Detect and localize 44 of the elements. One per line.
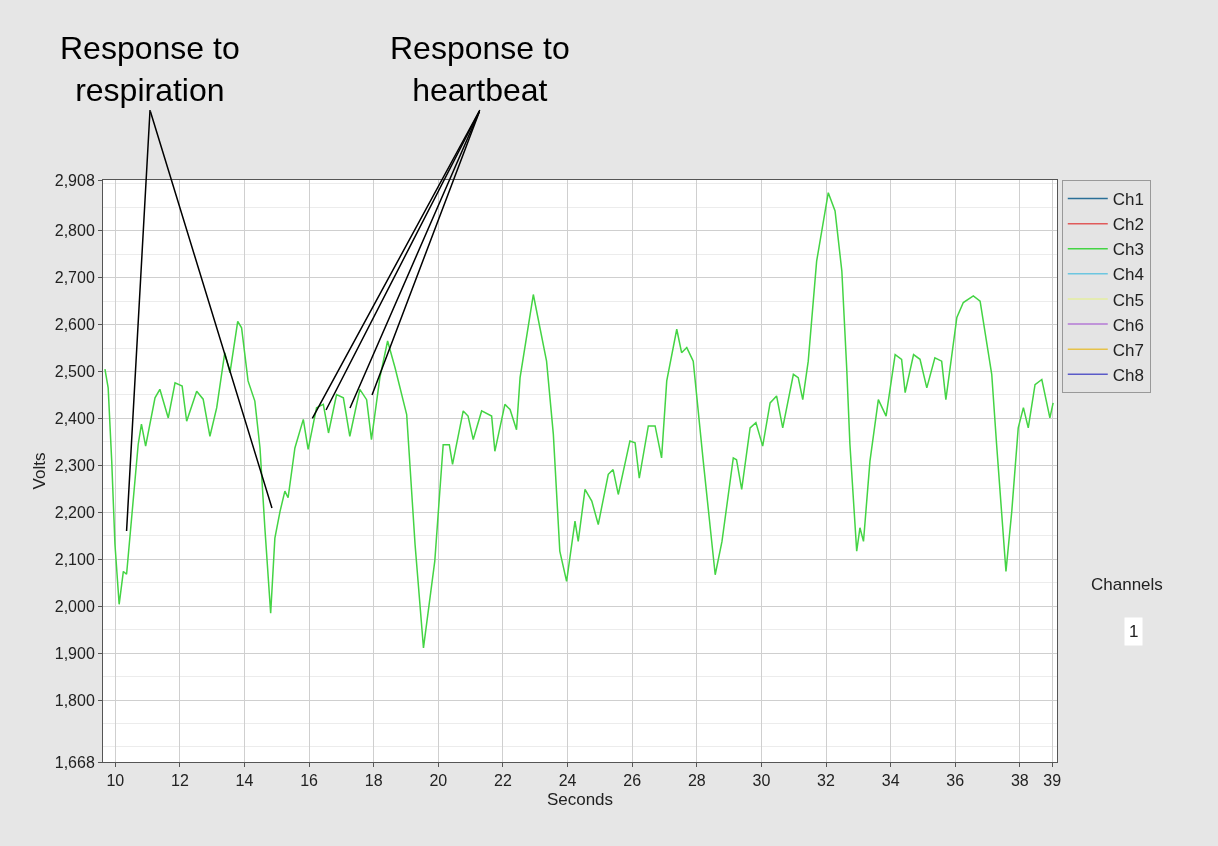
legend-label: Ch8 bbox=[1112, 365, 1144, 385]
line-series bbox=[104, 191, 1054, 649]
x-tick-label: 30 bbox=[752, 772, 771, 790]
x-tick-label: 22 bbox=[494, 772, 512, 790]
x-tick-label: 38 bbox=[1010, 772, 1029, 790]
x-tick-label: 34 bbox=[881, 772, 900, 790]
x-tick-label: 39 bbox=[1043, 772, 1062, 790]
y-tick-label: 2,200 bbox=[54, 503, 95, 521]
legend-label: Ch3 bbox=[1112, 240, 1144, 260]
y-tick-label: 2,300 bbox=[54, 456, 95, 474]
y-tick-label: 2,500 bbox=[54, 363, 95, 381]
x-tick-label: 36 bbox=[946, 772, 965, 790]
x-tick-label: 26 bbox=[623, 772, 642, 790]
y-tick-label: 2,700 bbox=[54, 269, 95, 287]
x-tick-label: 28 bbox=[687, 772, 706, 790]
y-tick-label: 2,400 bbox=[54, 410, 95, 428]
y-tick-label: 2,800 bbox=[54, 222, 95, 240]
legend-label: Ch6 bbox=[1112, 315, 1144, 335]
y-tick-label: 2,000 bbox=[54, 597, 95, 615]
x-tick-label: 10 bbox=[106, 772, 125, 790]
x-tick-label: 14 bbox=[235, 772, 254, 790]
legend-label: Ch5 bbox=[1112, 290, 1144, 310]
x-tick-label: 24 bbox=[558, 772, 577, 790]
y-tick-label: 2,100 bbox=[54, 550, 95, 568]
y-tick-label: 2,600 bbox=[54, 316, 95, 334]
legend-label: Ch2 bbox=[1112, 215, 1144, 235]
x-tick-label: 20 bbox=[429, 772, 448, 790]
y-axis-title: Volts bbox=[30, 452, 50, 490]
legend-label: Ch1 bbox=[1112, 190, 1144, 210]
y-tick-label: 2,908 bbox=[54, 171, 95, 189]
text: Channels bbox=[1091, 575, 1163, 594]
text: 1 bbox=[1129, 622, 1139, 641]
legend-label: Ch4 bbox=[1112, 265, 1144, 285]
x-tick-label: 32 bbox=[817, 772, 836, 790]
annotation: Response to respiration bbox=[60, 30, 240, 108]
x-tick-label: 18 bbox=[364, 772, 383, 790]
x-axis-title: Seconds bbox=[546, 789, 614, 809]
y-tick-label: 1,800 bbox=[54, 691, 95, 709]
x-tick-label: 12 bbox=[170, 772, 189, 790]
y-tick-label: 1,668 bbox=[54, 753, 95, 771]
y-tick-label: 1,900 bbox=[54, 644, 95, 662]
x-tick-label: 16 bbox=[300, 772, 319, 790]
legend-label: Ch7 bbox=[1112, 340, 1144, 360]
annotation: Response to heartbeat bbox=[390, 30, 570, 108]
